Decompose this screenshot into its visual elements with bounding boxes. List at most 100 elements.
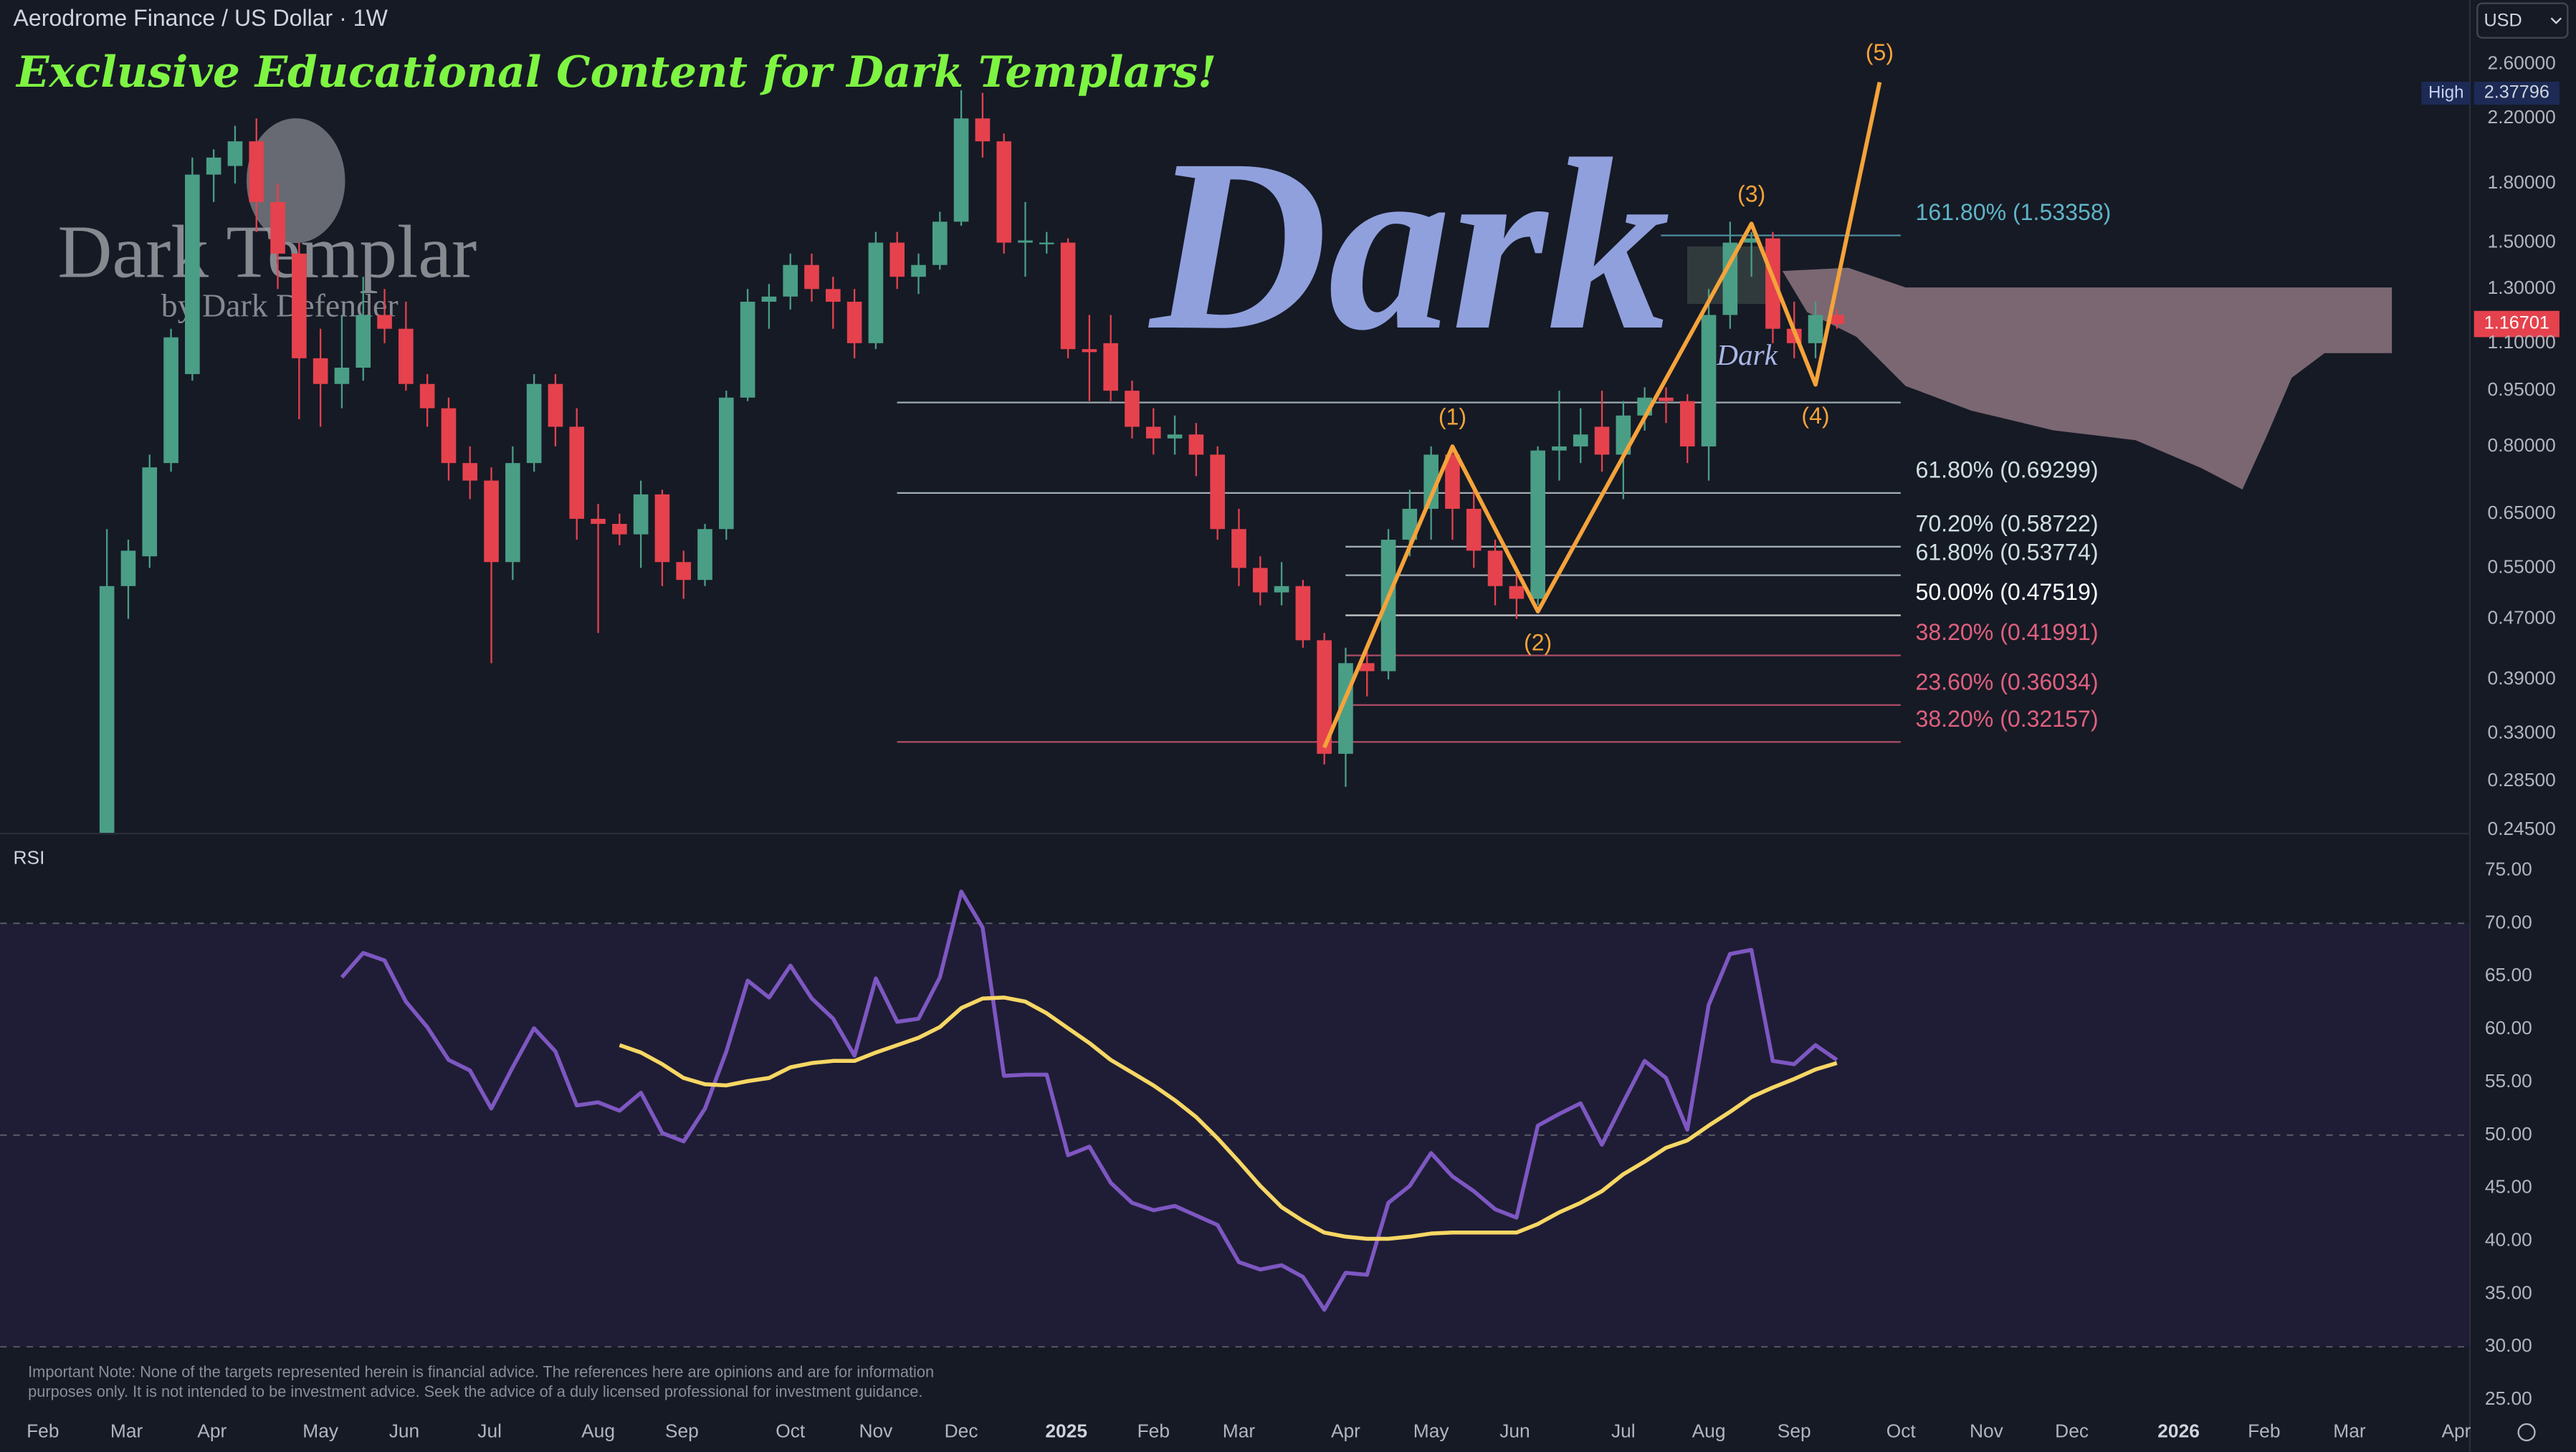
candle-body	[1722, 242, 1738, 315]
candle-body	[99, 586, 115, 833]
x-tick-label: Sep	[665, 1420, 699, 1441]
candle-body	[1188, 434, 1204, 455]
x-tick-label: Jul	[477, 1420, 502, 1441]
watermark-small: Dark	[1716, 338, 1778, 371]
candle-body	[676, 562, 692, 581]
candle-body	[1679, 401, 1695, 446]
candle-body	[334, 367, 350, 384]
rsi-line	[619, 995, 1838, 1241]
x-tick-label: Aug	[581, 1420, 615, 1441]
candle-body	[719, 397, 734, 530]
candle-body	[996, 141, 1012, 243]
candle-body	[292, 253, 307, 358]
x-tick-label: Mar	[110, 1420, 143, 1441]
candle-body	[1125, 391, 1140, 427]
candle-body	[1530, 450, 1545, 599]
candle-body	[1423, 454, 1439, 509]
y-tick-label: 0.65000	[2488, 502, 2556, 523]
x-tick-label: Feb	[27, 1420, 59, 1441]
fib-label: 70.20% (0.58722)	[1915, 510, 2098, 536]
watermark: Dark	[1146, 109, 1670, 381]
y-tick-label: 60.00	[2485, 1017, 2532, 1038]
candle-body	[612, 523, 627, 535]
candle-body	[761, 296, 777, 302]
candle-body	[1402, 508, 1418, 540]
candle-body	[697, 529, 712, 581]
rsi-title: RSI	[14, 847, 45, 869]
y-tick-label: 25.00	[2485, 1387, 2532, 1409]
candle-body	[1082, 349, 1097, 353]
candle-body	[1765, 238, 1780, 329]
candle-body	[1317, 640, 1332, 754]
candle-body	[825, 289, 841, 302]
candle-body	[591, 518, 606, 524]
fib-label: 161.80% (1.53358)	[1915, 199, 2111, 225]
y-tick-label: 40.00	[2485, 1228, 2532, 1250]
candle-body	[526, 383, 542, 464]
candle-body	[356, 315, 371, 368]
wave-label: (1)	[1439, 403, 1466, 429]
candle-body	[484, 480, 499, 563]
x-tick-label: Nov	[1970, 1420, 2004, 1441]
y-tick-label: 55.00	[2485, 1070, 2532, 1092]
candle-body	[889, 242, 905, 277]
x-tick-label: Apr	[197, 1420, 226, 1441]
y-tick-label: 0.80000	[2488, 434, 2556, 456]
y-tick-label: 0.47000	[2488, 606, 2556, 628]
candle-body	[377, 315, 392, 329]
x-tick-label: Dec	[945, 1420, 978, 1441]
wave-label: (3)	[1737, 181, 1765, 207]
y-tick-label: 75.00	[2485, 858, 2532, 879]
y-tick-label: 2.20000	[2488, 106, 2556, 128]
candle-body	[120, 550, 136, 586]
y-tick-label: 0.39000	[2488, 667, 2556, 689]
x-tick-label: Dec	[2055, 1420, 2089, 1441]
y-tick-label: 30.00	[2485, 1334, 2532, 1356]
candle-body	[932, 221, 948, 265]
candle-body	[548, 383, 563, 427]
high-tag-bg	[2421, 82, 2471, 105]
wave-line	[1322, 82, 1882, 749]
y-tick-label: 0.33000	[2488, 721, 2556, 742]
last-price-bg	[2474, 310, 2560, 338]
settings-icon[interactable]	[2517, 1423, 2536, 1442]
candle-body	[1509, 586, 1525, 599]
candle-body	[569, 426, 585, 519]
y-tick-label: 0.28500	[2488, 769, 2556, 791]
x-tick-label: Jun	[389, 1420, 419, 1441]
candle-body	[1018, 240, 1033, 243]
wave-label: (2)	[1524, 629, 1552, 655]
x-tick-label: Mar	[1223, 1420, 1256, 1441]
candle-body	[1060, 242, 1076, 350]
y-tick-label: 1.10000	[2488, 331, 2556, 353]
rsi-line	[340, 889, 1838, 1312]
y-tick-label: 0.24500	[2488, 818, 2556, 839]
x-tick-label: Aug	[1692, 1420, 1726, 1441]
candle-body	[1552, 446, 1567, 451]
candle-body	[1744, 238, 1759, 243]
y-tick-label: 1.30000	[2488, 277, 2556, 298]
y-tick-label: 1.80000	[2488, 171, 2556, 193]
x-tick-label: May	[1413, 1420, 1450, 1441]
candle-body	[1466, 508, 1482, 551]
x-tick-label: Oct	[1886, 1420, 1917, 1441]
x-tick-label: 2025	[1045, 1420, 1087, 1441]
x-tick-label: Feb	[1137, 1420, 1170, 1441]
candle-body	[1231, 529, 1246, 568]
currency-label[interactable]: USD	[2484, 10, 2522, 30]
y-tick-label: 2.60000	[2488, 52, 2556, 74]
candle-body	[142, 467, 158, 557]
fib-label: 61.80% (0.53774)	[1915, 539, 2098, 565]
candle-body	[1359, 663, 1375, 672]
x-tick-label: 2026	[2157, 1420, 2200, 1441]
currency-button[interactable]	[2476, 2, 2569, 39]
candle-body	[227, 141, 243, 166]
high-value: 2.37796	[2484, 82, 2549, 102]
fib-label: 38.20% (0.41991)	[1915, 619, 2098, 645]
y-tick-label: 65.00	[2485, 964, 2532, 985]
brand: Dark Templar	[57, 209, 477, 293]
candle-body	[633, 494, 649, 535]
x-tick-label: Sep	[1778, 1420, 1811, 1441]
